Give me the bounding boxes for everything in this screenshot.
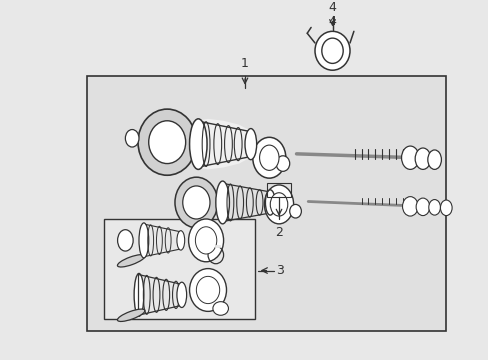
Ellipse shape	[196, 276, 219, 303]
Text: 4: 4	[328, 1, 336, 14]
Ellipse shape	[264, 185, 293, 224]
Text: 2: 2	[275, 226, 283, 239]
Ellipse shape	[177, 282, 186, 307]
Ellipse shape	[117, 230, 133, 251]
Ellipse shape	[117, 255, 144, 267]
Ellipse shape	[321, 38, 343, 63]
Ellipse shape	[139, 223, 148, 258]
Ellipse shape	[252, 137, 285, 178]
Ellipse shape	[402, 197, 417, 216]
Ellipse shape	[195, 227, 216, 254]
Text: 1: 1	[241, 57, 248, 70]
Ellipse shape	[427, 150, 441, 170]
Ellipse shape	[125, 130, 139, 147]
Ellipse shape	[414, 148, 430, 170]
Ellipse shape	[175, 177, 217, 228]
Ellipse shape	[188, 219, 223, 262]
Ellipse shape	[138, 109, 196, 175]
Ellipse shape	[259, 145, 279, 170]
Ellipse shape	[265, 190, 275, 215]
Ellipse shape	[189, 269, 226, 311]
Ellipse shape	[183, 186, 209, 219]
Bar	[87, 76, 446, 331]
Text: 3: 3	[276, 264, 284, 277]
Ellipse shape	[117, 309, 144, 321]
Bar	[267, 183, 290, 197]
Ellipse shape	[401, 146, 418, 170]
Ellipse shape	[289, 204, 301, 218]
Bar	[104, 219, 254, 319]
Ellipse shape	[244, 129, 256, 160]
Ellipse shape	[270, 193, 287, 216]
Text: 4: 4	[328, 15, 336, 28]
Ellipse shape	[314, 31, 349, 70]
Ellipse shape	[215, 181, 229, 224]
Ellipse shape	[212, 302, 228, 315]
Ellipse shape	[428, 199, 440, 215]
Ellipse shape	[148, 121, 185, 163]
Ellipse shape	[189, 119, 206, 170]
Polygon shape	[196, 119, 249, 170]
Ellipse shape	[415, 198, 429, 216]
Ellipse shape	[440, 200, 451, 216]
Ellipse shape	[276, 156, 289, 171]
Ellipse shape	[134, 274, 143, 316]
Ellipse shape	[177, 231, 184, 250]
